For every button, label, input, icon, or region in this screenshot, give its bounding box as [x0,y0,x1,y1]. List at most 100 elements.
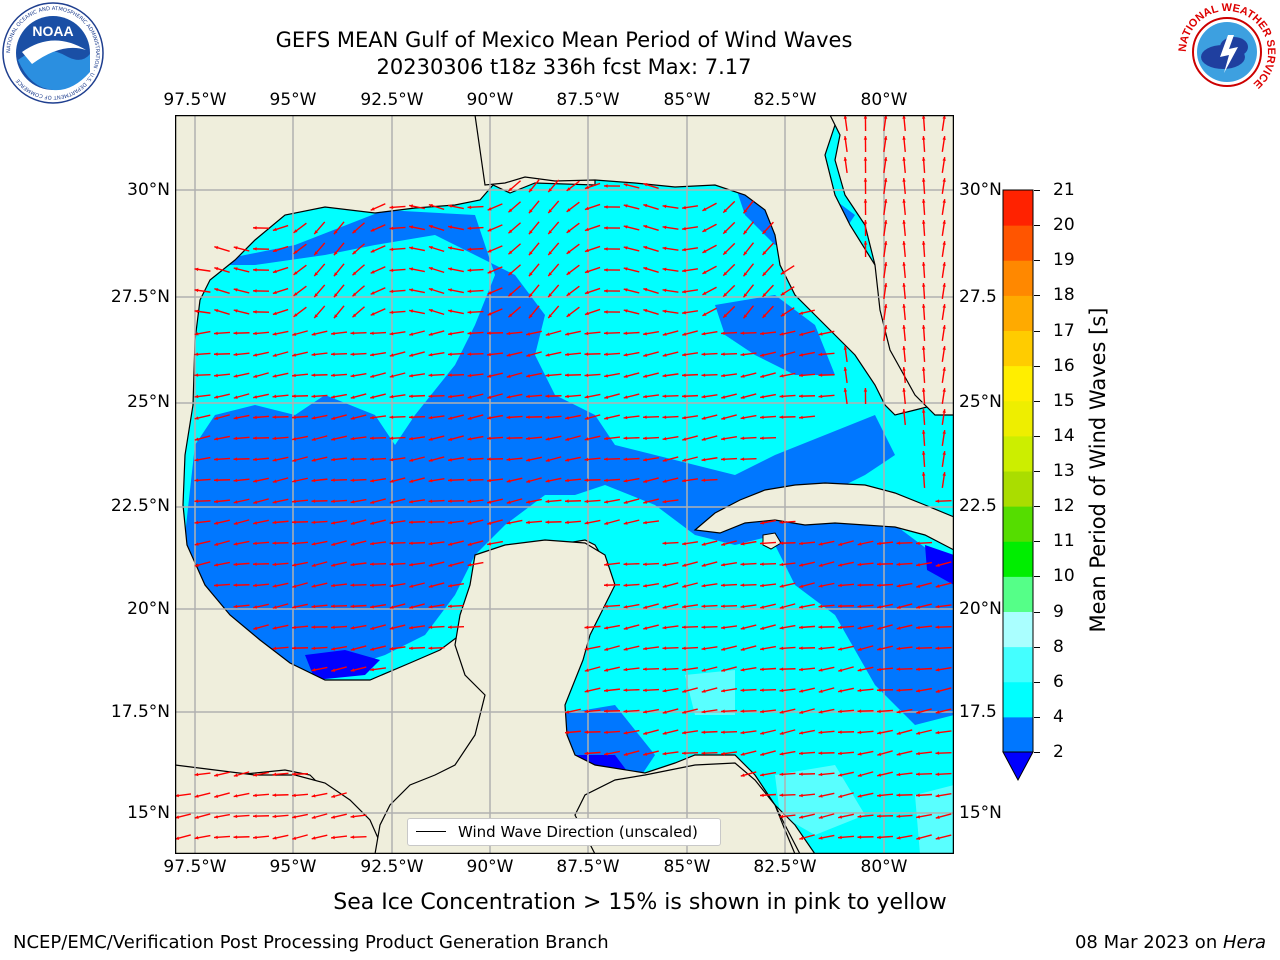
wave-direction-arrowhead [331,668,336,672]
wave-direction-arrowhead [233,814,238,819]
wave-direction-arrowhead [233,835,238,839]
wave-direction-arrowhead [214,309,219,313]
wave-direction-arrowhead [883,178,888,182]
wave-direction-arrowhead [643,246,648,250]
wave-direction-arrowhead [214,773,219,777]
wave-direction-arrowhead [662,267,667,272]
wave-direction-arrowhead [921,220,926,224]
wave-direction-arrowhead [843,346,848,350]
wave-direction-arrowhead [838,647,843,651]
wave-direction-arrowhead [370,541,374,546]
wave-direction-arrowhead [721,373,725,378]
wave-direction-arrowhead [331,815,336,819]
wave-direction-arrowhead [857,542,862,546]
wave-direction-arrowhead [350,352,355,356]
wave-direction-arrowhead [428,437,433,441]
wave-direction-arrowhead [448,309,453,313]
wave-direction-arrowhead [409,562,413,567]
wave-direction-arrowhead [818,668,823,672]
wave-direction-arrowhead [448,246,453,250]
wave-direction-arrowhead [863,220,868,224]
wave-direction-arrowhead [604,457,608,461]
colorbar-tick-mark [1034,752,1040,753]
wave-direction-arrowhead [740,562,745,566]
wave-direction-arrowhead [779,731,784,735]
wave-direction-arrowhead [448,332,452,336]
colorbar-tick: 14 [1053,425,1075,446]
wave-direction-arrowhead [721,437,725,441]
wave-direction-arrowhead [760,583,764,588]
wave-direction-arrowhead [921,136,926,140]
colorbar-cell [1003,365,1033,402]
wave-direction-arrowhead [682,332,687,336]
wave-direction-arrowhead [389,626,394,630]
wave-direction-arrowhead [253,268,257,272]
wave-direction-arrowhead [682,751,686,755]
wave-direction-arrowhead [838,773,843,777]
wave-direction-arrowhead [314,314,318,319]
wave-direction-arrowhead [448,437,453,441]
wave-direction-arrowhead [409,458,414,462]
wave-direction-arrowhead [921,346,926,350]
wave-direction-arrowhead [779,626,784,630]
wave-direction-arrowhead [902,367,906,371]
wave-direction-arrowhead [902,220,906,224]
colorbar-cell [1003,716,1033,753]
wave-direction-arrowhead [311,416,316,420]
lon-tick-bottom: 92.5°W [360,857,424,877]
wave-direction-arrowhead [293,313,298,317]
wave-direction-arrowhead [604,626,609,630]
wave-direction-arrowhead [682,563,687,567]
map-title: GEFS MEAN Gulf of Mexico Mean Period of … [275,28,853,52]
wave-direction-arrowhead [428,332,433,336]
wave-direction-arrowhead [233,267,238,271]
wave-direction-arrowhead [662,288,667,293]
wave-direction-arrowhead [779,520,784,525]
wave-direction-arrowhead [799,373,803,378]
wave-direction-arrowhead [942,178,946,182]
wave-direction-arrowhead [409,267,414,271]
colorbar-cell [1003,646,1033,683]
wave-direction-arrowhead [682,373,686,377]
wave-direction-arrowhead [883,325,888,329]
wave-direction-arrowhead [409,605,414,609]
wave-direction-arrowhead [740,457,745,461]
wave-direction-arrowhead [350,562,355,567]
wave-direction-arrowhead [760,562,764,566]
wave-direction-arrowhead [350,668,355,672]
wave-direction-arrowhead [428,478,433,483]
wave-direction-arrowhead [942,430,946,434]
colorbar-tick: 17 [1053,320,1075,341]
wave-direction-arrowhead [409,541,413,545]
wave-direction-arrowhead [272,772,277,777]
wave-direction-arrowhead [566,250,571,254]
wave-direction-arrowhead [935,836,940,840]
wave-direction-arrowhead [253,415,257,420]
wave-direction-arrowhead [743,272,748,277]
wave-direction-arrowhead [701,331,706,336]
wave-direction-arrowhead [194,437,199,441]
wave-direction-arrowhead [526,479,531,483]
wave-direction-arrowhead [604,331,608,335]
wave-direction-arrowhead [623,647,628,651]
wave-direction-arrowhead [883,241,888,245]
wave-direction-arrowhead [272,541,277,545]
wave-direction-arrowhead [877,626,882,630]
wave-direction-arrowhead [643,605,648,609]
wave-direction-arrowhead [409,332,414,336]
wave-direction-arrowhead [272,500,277,504]
wave-direction-arrowhead [389,562,394,566]
colorbar-cell [1003,295,1033,331]
wave-direction-arrowhead [272,353,277,357]
wave-direction-arrowhead [863,157,868,161]
wave-direction-arrowhead [508,292,513,297]
wave-direction-arrowhead [623,688,628,692]
wave-direction-arrowhead [877,541,881,546]
wave-direction-arrowhead [545,394,550,398]
wave-direction-arrowhead [253,247,257,251]
wave-direction-arrowhead [370,291,375,295]
wave-direction-arrowhead [857,752,862,756]
wave-direction-arrowhead [526,374,531,378]
wave-direction-arrowhead [487,500,492,504]
wave-direction-arrowhead [272,646,277,651]
